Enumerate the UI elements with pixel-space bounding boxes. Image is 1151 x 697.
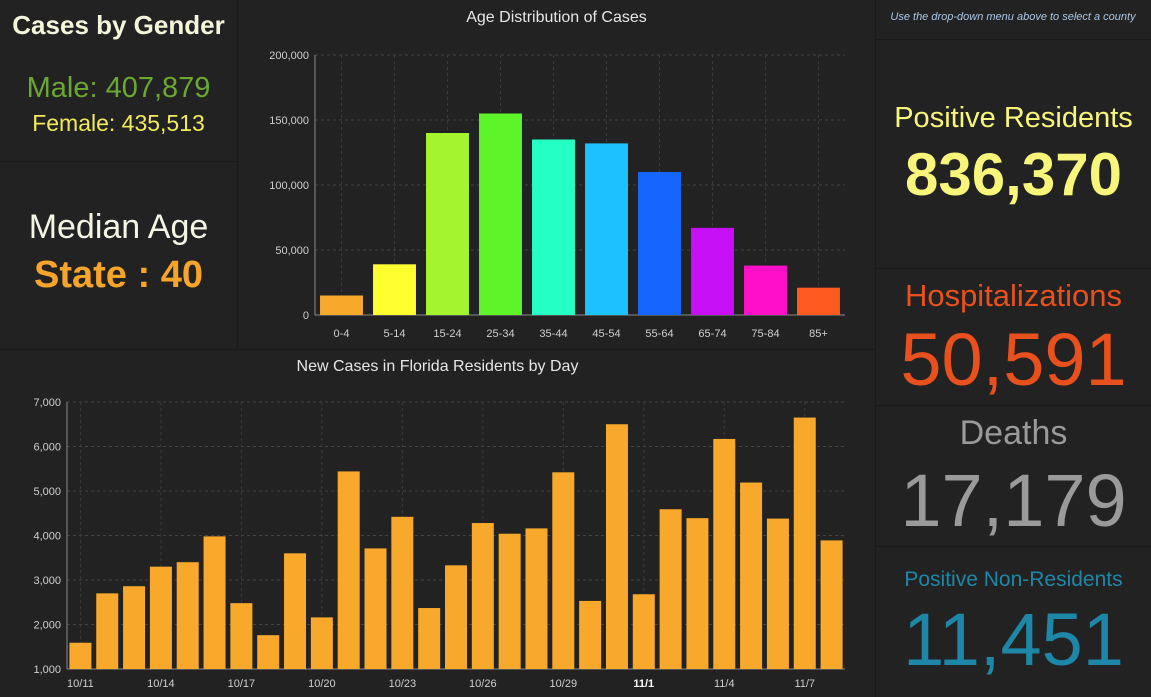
deaths-value: 17,179	[900, 459, 1127, 542]
x-tick-label: 15-24	[433, 328, 461, 340]
x-tick-label: 45-54	[592, 328, 620, 340]
daily-chart-title: New Cases in Florida Residents by Day	[296, 358, 579, 375]
y-tick-label: 6,000	[33, 442, 61, 454]
female-count: Female: 435,513	[32, 110, 205, 136]
positive-non-residents-panel: Positive Non-Residents 11,451	[876, 547, 1151, 697]
bar[interactable]	[638, 172, 681, 315]
age-chart-title: Age Distribution of Cases	[466, 9, 647, 26]
y-tick-label: 5,000	[33, 486, 61, 498]
gender-title: Cases by Gender	[12, 10, 225, 40]
x-tick-label: 25-34	[486, 328, 514, 340]
y-tick-label: 100,000	[269, 180, 309, 192]
cases-by-gender-panel: Cases by Gender Male: 407,879 Female: 43…	[0, 0, 237, 161]
hospitalizations-label: Hospitalizations	[904, 278, 1123, 313]
x-tick-label: 10/20	[308, 678, 336, 690]
bar[interactable]	[69, 642, 92, 669]
positive-residents-value: 836,370	[905, 141, 1122, 208]
deaths-panel: Deaths 17,179	[876, 406, 1151, 546]
bar[interactable]	[176, 562, 199, 669]
bar[interactable]	[149, 566, 172, 669]
x-tick-label: 11/4	[714, 678, 735, 690]
y-tick-label: 3,000	[33, 575, 61, 587]
daily-cases-chart: 1,000 2,000 3,000 4,000 5,000 6,000 7,000 10/11…	[33, 397, 845, 690]
bar[interactable]	[426, 133, 469, 315]
bar[interactable]	[532, 139, 575, 316]
age-distribution-panel: Age Distribution of Cases 0 50,000 100,000…	[238, 0, 875, 349]
y-tick-label: 4,000	[33, 531, 61, 543]
x-tick-label: 35-44	[539, 328, 567, 340]
bar[interactable]	[479, 113, 522, 316]
male-count: Male: 407,879	[26, 72, 211, 104]
positive-residents-label: Positive Residents	[894, 102, 1133, 134]
bar[interactable]	[418, 608, 441, 669]
y-tick-label: 0	[303, 310, 309, 322]
y-tick-label: 1,000	[33, 664, 61, 676]
y-tick-label: 200,000	[269, 50, 309, 62]
bar[interactable]	[552, 472, 575, 669]
bar[interactable]	[632, 594, 655, 669]
x-tick-label: 55-64	[645, 328, 673, 340]
x-tick-label: 5-14	[383, 328, 405, 340]
bar[interactable]	[284, 553, 307, 669]
bar[interactable]	[659, 509, 682, 669]
bar[interactable]	[691, 227, 734, 315]
bar[interactable]	[797, 287, 840, 315]
x-tick-label: 10/17	[228, 678, 256, 690]
bar[interactable]	[445, 565, 467, 669]
bar[interactable]	[605, 424, 628, 669]
deaths-label: Deaths	[959, 414, 1068, 452]
county-select-note: Use the drop-down menu above to select a…	[890, 11, 1136, 23]
x-tick-label: 75-84	[751, 328, 779, 340]
x-tick-label: 11/1	[633, 678, 654, 690]
hospitalizations-panel: Hospitalizations 50,591	[876, 269, 1151, 405]
bar[interactable]	[585, 143, 628, 315]
x-tick-label: 10/14	[147, 678, 175, 690]
median-age-value: State : 40	[34, 254, 203, 296]
bar[interactable]	[498, 533, 521, 669]
bar[interactable]	[740, 482, 763, 669]
daily-cases-panel: New Cases in Florida Residents by Day 1,…	[0, 350, 875, 697]
median-age-panel: Median Age State : 40	[0, 162, 237, 349]
age-distribution-chart: 0 50,000 100,000 150,000 200,000 0-4 5-14 15-24…	[269, 50, 845, 340]
bar[interactable]	[766, 518, 789, 669]
bar[interactable]	[310, 617, 333, 669]
bar[interactable]	[320, 295, 363, 316]
bar[interactable]	[123, 586, 146, 669]
bar[interactable]	[257, 635, 280, 669]
x-tick-label: 65-74	[698, 328, 726, 340]
positive-non-residents-label: Positive Non-Residents	[904, 568, 1123, 591]
bar[interactable]	[203, 536, 226, 669]
x-tick-label: 11/7	[794, 678, 815, 690]
x-tick-label: 10/26	[469, 678, 497, 690]
x-tick-label: 85+	[809, 328, 828, 340]
bar[interactable]	[230, 603, 253, 669]
x-tick-label: 10/11	[67, 678, 94, 690]
bar[interactable]	[337, 471, 360, 669]
bar[interactable]	[744, 265, 787, 315]
y-tick-label: 50,000	[275, 245, 309, 257]
hospitalizations-value: 50,591	[900, 318, 1127, 401]
bar[interactable]	[820, 540, 843, 669]
x-tick-label: 0-4	[334, 328, 350, 340]
bar[interactable]	[686, 518, 709, 669]
bar[interactable]	[579, 600, 602, 669]
y-tick-label: 2,000	[33, 620, 61, 632]
bar[interactable]	[471, 523, 494, 669]
positive-residents-panel: Positive Residents 836,370	[876, 40, 1151, 268]
x-tick-label: 10/29	[550, 678, 578, 690]
bar[interactable]	[364, 548, 387, 669]
bar[interactable]	[713, 438, 736, 669]
positive-non-residents-value: 11,451	[903, 598, 1124, 681]
y-tick-label: 7,000	[33, 397, 61, 409]
x-tick-label: 10/23	[389, 678, 417, 690]
county-select-note-panel: Use the drop-down menu above to select a…	[876, 0, 1151, 39]
bar[interactable]	[96, 593, 119, 669]
bar[interactable]	[525, 528, 548, 669]
median-age-title: Median Age	[28, 208, 209, 246]
bar[interactable]	[373, 264, 416, 315]
y-tick-label: 150,000	[269, 115, 309, 127]
bar[interactable]	[793, 417, 816, 669]
bar[interactable]	[391, 516, 414, 669]
